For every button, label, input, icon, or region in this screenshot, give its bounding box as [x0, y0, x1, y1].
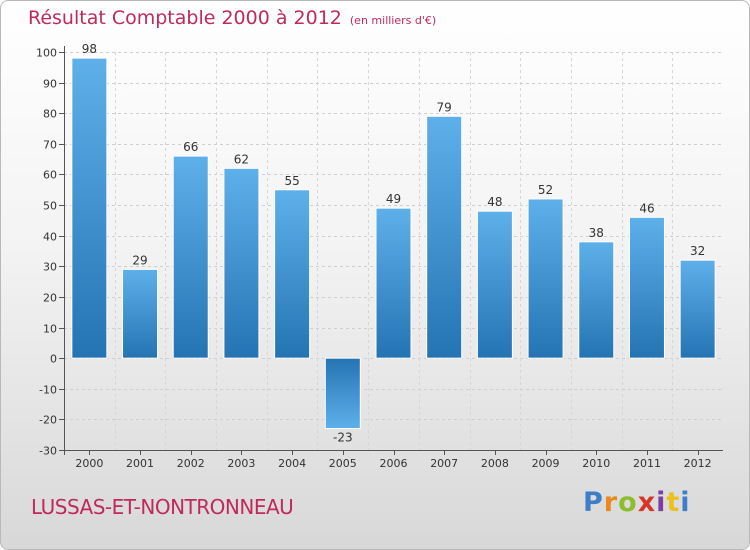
x-tick-label: 2009: [532, 457, 560, 470]
bar-value-label: 79: [437, 100, 452, 114]
bar: [426, 115, 463, 359]
bar-value-label: 55: [284, 174, 299, 188]
bar-value-label: 66: [183, 140, 198, 154]
y-tick-label: 10: [43, 323, 57, 336]
x-tick-label: 2001: [126, 457, 154, 470]
bar: [274, 189, 311, 359]
y-tick-label: -30: [39, 445, 57, 458]
proxiti-logo: Proxiti: [583, 487, 691, 518]
x-tick-label: 2010: [582, 457, 610, 470]
y-tick-label: 80: [43, 108, 57, 121]
logo-letter: t: [666, 487, 681, 518]
y-tick-label: 50: [43, 200, 57, 213]
y-tick-label: -20: [39, 414, 57, 427]
logo-letter: P: [583, 487, 604, 518]
y-tick-label: -10: [39, 384, 57, 397]
x-tick-label: 2007: [430, 457, 458, 470]
x-tick-label: 2004: [278, 457, 306, 470]
bar: [679, 259, 716, 359]
x-tick-label: 2008: [481, 457, 509, 470]
logo-letter: i: [680, 487, 691, 518]
chart-unit: (en milliers d'€): [349, 14, 437, 27]
bar-value-label: 62: [234, 152, 249, 166]
y-tick-label: 30: [43, 261, 57, 274]
chart-title: Résultat Comptable 2000 à 2012: [28, 7, 342, 29]
axis-layer: -30 -20 -10 0 10 20 30 40 50 60 70 80 90 100 2000 2001 2…: [36, 46, 723, 470]
bar-value-label: 52: [538, 183, 553, 197]
bar-value-label: 98: [82, 42, 97, 56]
x-tick-label: 2011: [633, 457, 661, 470]
bar: [223, 167, 260, 359]
y-tick-label: 70: [43, 139, 57, 152]
bar-value-label: 46: [639, 201, 654, 215]
y-tick-label: 40: [43, 231, 57, 244]
bar: [324, 357, 361, 430]
bar: [578, 241, 615, 359]
bar: [476, 210, 513, 359]
y-tick-label: 20: [43, 292, 57, 305]
x-tick-label: 2003: [227, 457, 255, 470]
logo-letter: i: [656, 487, 667, 518]
bar-value-label: -23: [333, 431, 353, 445]
y-tick-label: 90: [43, 78, 57, 91]
logo-letter: o: [618, 487, 638, 518]
city-name: LUSSAS-ET-NONTRONNEAU: [31, 495, 294, 519]
bar-value-label: 48: [487, 195, 502, 209]
bar-value-label: 32: [690, 244, 705, 258]
bar: [122, 268, 159, 359]
bar: [628, 216, 665, 359]
bar-value-label: 29: [132, 253, 147, 267]
label-layer: 98 29 66 62 55 -23 49 79 48 52 38 46 32: [82, 42, 706, 444]
x-tick-label: 2006: [380, 457, 408, 470]
logo-letter: x: [637, 487, 657, 518]
y-tick-label: 0: [50, 353, 57, 366]
x-tick-label: 2005: [329, 457, 357, 470]
bar-layer: [71, 57, 716, 430]
logo-letter: r: [603, 487, 619, 518]
bar: [527, 198, 564, 359]
bar-value-label: 38: [589, 226, 604, 240]
x-tick-label: 2012: [684, 457, 712, 470]
bar: [172, 155, 209, 359]
chart-title-block: Résultat Comptable 2000 à 2012 (en millie…: [28, 7, 436, 29]
y-tick-label: 60: [43, 169, 57, 182]
bar-value-label: 49: [386, 192, 401, 206]
x-tick-label: 2002: [177, 457, 205, 470]
bar: [71, 57, 108, 359]
y-tick-label: 100: [36, 47, 57, 60]
x-tick-label: 2000: [75, 457, 103, 470]
bar: [375, 207, 412, 359]
